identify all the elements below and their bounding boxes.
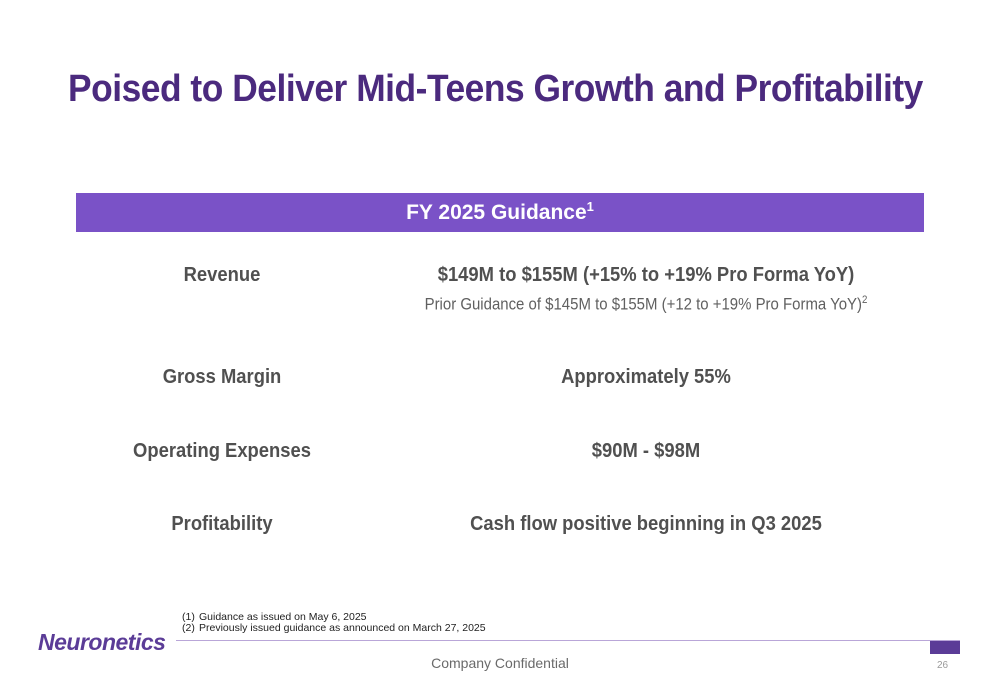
revenue-value: $149M to $155M (+15% to +19% Pro Forma Y…	[437, 264, 855, 286]
footnote: (2) Previously issued guidance as announc…	[182, 623, 486, 634]
prior-guidance-footnote-ref: 2	[862, 294, 868, 306]
footer-divider	[176, 640, 960, 641]
footnote-number: (1)	[182, 611, 195, 623]
page-number: 26	[937, 660, 949, 671]
revenue-label: Revenue	[183, 264, 261, 286]
profitability-value: Cash flow positive beginning in Q3 2025	[470, 513, 822, 535]
neuronetics-logo: Neuronetics	[38, 629, 166, 655]
revenue-prior-guidance: Prior Guidance of $145M to $155M (+12 to…	[382, 294, 910, 315]
footer-accent-block	[930, 641, 960, 654]
operating-expenses-label: Operating Expenses	[133, 440, 311, 462]
footnote: (1) Guidance as issued on May 6, 2025	[182, 612, 486, 623]
banner-text: FY 2025 Guidance	[406, 201, 587, 224]
footnotes: (1) Guidance as issued on May 6, 2025 (2)…	[182, 612, 486, 634]
slide-title: Poised to Deliver Mid-Teens Growth and P…	[68, 68, 923, 110]
footnote-number: (2)	[182, 622, 195, 634]
confidential-notice: Company Confidential	[431, 655, 569, 671]
revenue-prior-guidance-text: Prior Guidance of $145M to $155M (+12 to…	[424, 294, 863, 314]
banner-footnote-ref: 1	[586, 199, 594, 214]
profitability-label: Profitability	[171, 513, 273, 535]
gross-margin-value: Approximately 55%	[561, 366, 731, 388]
gross-margin-label: Gross Margin	[162, 366, 282, 388]
footnote-text: Previously issued guidance as announced …	[199, 622, 486, 634]
footnote-text: Guidance as issued on May 6, 2025	[199, 611, 367, 623]
operating-expenses-value: $90M - $98M	[591, 440, 701, 462]
guidance-banner: FY 2025 Guidance1	[76, 193, 924, 232]
